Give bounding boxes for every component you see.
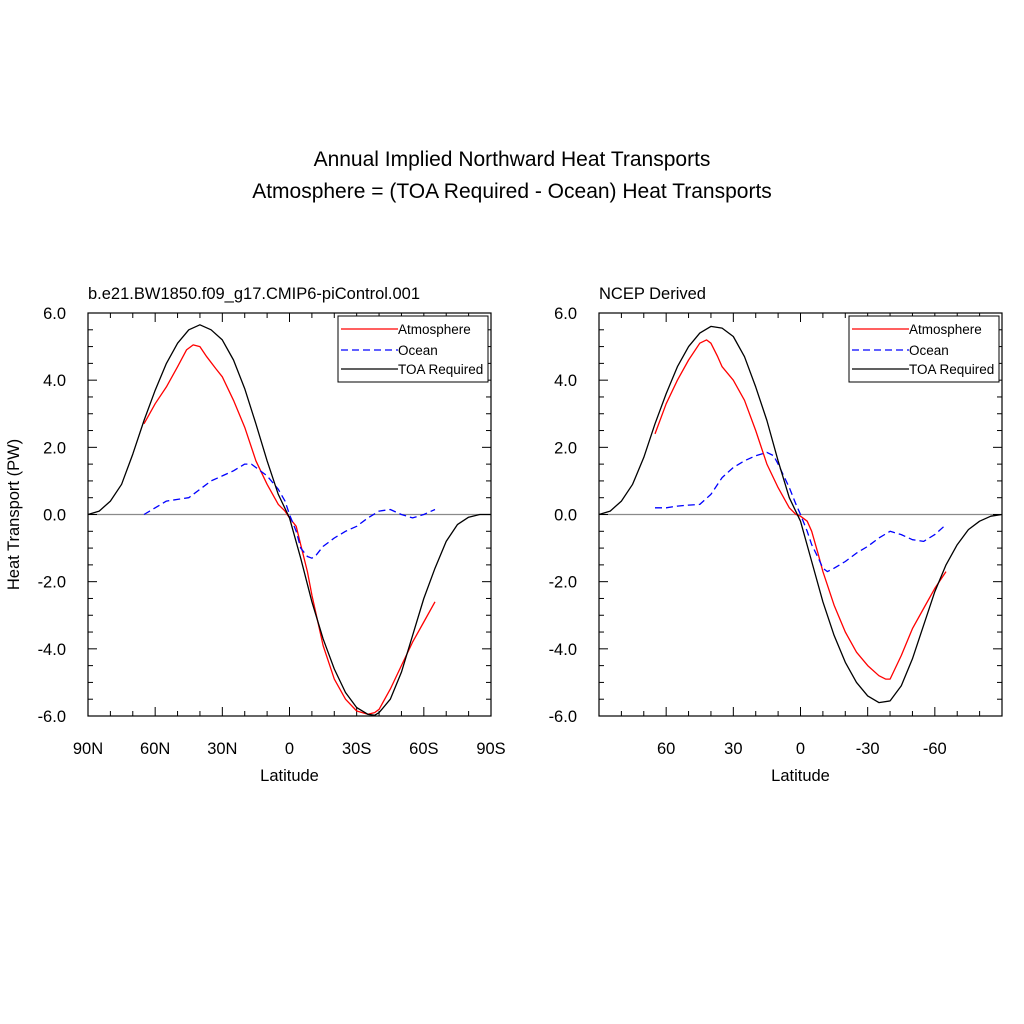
chart-panel-2: NCEP Derived 6.0 4.0 2.0 0.0 -2.0 -4.0 -6.0 60 30… (549, 285, 1003, 785)
series-line-ocean (655, 451, 947, 573)
chart-title: NCEP Derived (599, 285, 706, 303)
x-axis-label: Latitude (260, 767, 319, 785)
y-tick-label: 4.0 (43, 372, 66, 390)
figure-title-line1: Annual Implied Northward Heat Transports (313, 148, 711, 171)
y-tick-label: 0.0 (43, 507, 66, 525)
chart-panel-1: b.e21.BW1850.f09_g17.CMIP6-piControl.001… (5, 285, 506, 785)
y-axis-label: Heat Transport (PW) (5, 439, 23, 590)
chart-title: b.e21.BW1850.f09_g17.CMIP6-piControl.001 (88, 285, 420, 303)
legend-box (848, 315, 1000, 383)
x-tick-label: -60 (923, 740, 947, 758)
x-tick-label: 30 (724, 740, 742, 758)
legend-label: Ocean (398, 343, 438, 358)
series-line-atmosphere (654, 339, 947, 680)
legend: Atmosphere Ocean TOA Required (337, 315, 489, 383)
x-axis-label: Latitude (771, 767, 830, 785)
y-tick-label: 4.0 (554, 372, 577, 390)
x-tick-label: 60S (409, 740, 438, 758)
y-tick-label: -2.0 (549, 574, 577, 592)
x-tick-label: -30 (856, 740, 880, 758)
plot-frame (87, 312, 492, 717)
series-line-atmosphere (143, 344, 436, 715)
legend: Atmosphere Ocean TOA Required (848, 315, 1000, 383)
x-tick-label: 60N (140, 740, 170, 758)
x-tick-label: 60 (657, 740, 675, 758)
legend-label: TOA Required (909, 362, 994, 377)
y-tick-label: -6.0 (549, 708, 577, 726)
y-tick-label: 6.0 (554, 305, 577, 323)
legend-label: Atmosphere (398, 322, 471, 337)
y-tick-label: 6.0 (43, 305, 66, 323)
y-tick-label: -2.0 (38, 574, 66, 592)
x-tick-label: 30N (207, 740, 237, 758)
legend-label: Atmosphere (909, 322, 982, 337)
y-tick-label: -6.0 (38, 708, 66, 726)
series-line-toa-required (87, 324, 491, 716)
figure-title-line2: Atmosphere = (TOA Required - Ocean) Heat… (252, 180, 772, 203)
y-tick-label: 2.0 (43, 439, 66, 457)
x-tick-label: 90S (476, 740, 505, 758)
y-tick-label: 2.0 (554, 439, 577, 457)
legend-label: Ocean (909, 343, 949, 358)
legend-label: TOA Required (398, 362, 483, 377)
x-tick-label: 0 (285, 740, 294, 758)
series-line-ocean (143, 463, 436, 559)
y-tick-label: 0.0 (554, 507, 577, 525)
x-tick-label: 0 (796, 740, 805, 758)
legend-box (337, 315, 489, 383)
x-tick-label: 30S (342, 740, 371, 758)
y-tick-label: -4.0 (549, 641, 577, 659)
x-tick-label: 90N (73, 740, 103, 758)
series-line-toa-required (598, 325, 1003, 704)
plot-frame (598, 312, 1003, 717)
y-tick-label: -4.0 (38, 641, 66, 659)
